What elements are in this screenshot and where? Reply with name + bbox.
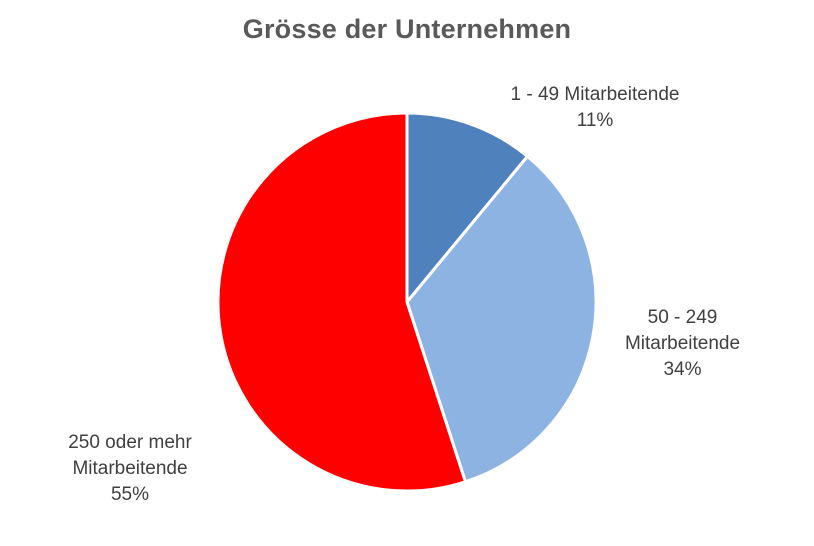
pie-slice-1 xyxy=(405,111,529,304)
pie-slice-3 xyxy=(216,111,467,493)
data-label-50-249-line-1: 50 - 249 xyxy=(647,307,718,328)
data-label-1-49-line-1: 1 - 49 Mitarbeitende xyxy=(510,84,680,105)
data-label-250-plus-line-3: 55% xyxy=(110,484,150,505)
data-label-50-249-line-2: Mitarbeitende xyxy=(624,333,741,354)
data-label-50-249-line-3: 34% xyxy=(663,359,702,380)
data-label-250-plus: 250 oder mehr Mitarbeitende 55% xyxy=(30,430,230,508)
pie-slice-2 xyxy=(405,154,598,484)
data-label-250-plus-line-2: Mitarbeitende xyxy=(72,458,188,479)
data-label-250-plus-line-1: 250 oder mehr xyxy=(68,432,192,453)
data-label-50-249: 50 - 249 Mitarbeitende 34% xyxy=(590,305,775,383)
data-label-1-49: 1 - 49 Mitarbeitende 11% xyxy=(490,82,700,134)
chart-title: Grösse der Unternehmen xyxy=(242,14,572,44)
data-label-1-49-line-2: 11% xyxy=(576,110,614,131)
